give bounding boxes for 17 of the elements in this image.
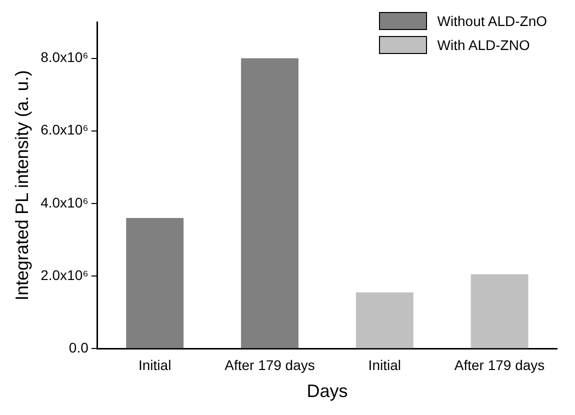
- y-tick-label: 4.0x10⁶: [40, 194, 88, 210]
- bar: [470, 274, 528, 348]
- y-tick-label: 0.0: [68, 339, 89, 356]
- y-tick-label: 6.0x10⁶: [40, 122, 88, 138]
- legend-label: Without ALD-ZnO: [437, 13, 547, 29]
- bar: [126, 218, 184, 348]
- bar: [356, 292, 414, 348]
- x-tick-label: After 179 days: [454, 356, 545, 373]
- x-tick-label: After 179 days: [224, 356, 315, 373]
- y-tick-label: 2.0x10⁶: [40, 266, 88, 283]
- bar: [241, 58, 298, 348]
- x-axis-title: Days: [306, 381, 348, 402]
- y-tick-label: 8.0x10⁶: [40, 49, 88, 66]
- x-tick-label: Initial: [368, 356, 401, 373]
- y-axis-title: Integrated PL intensity (a. u.): [12, 70, 32, 301]
- x-tick-label: Initial: [138, 356, 172, 373]
- legend-label: With ALD-ZNO: [437, 37, 530, 53]
